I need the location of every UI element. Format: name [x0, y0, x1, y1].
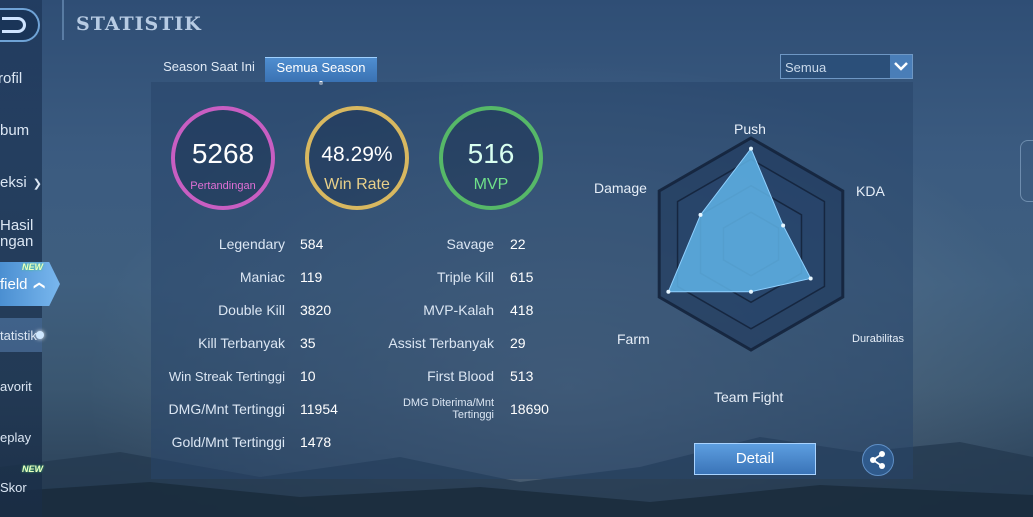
sidebar-item-koleksi[interactable]: eksi ❯ — [0, 174, 42, 191]
mvp-circle: 516 MVP — [439, 106, 543, 210]
mvp-value: 516 — [467, 138, 515, 169]
stat-value: 615 — [510, 269, 534, 285]
side-panel-handle[interactable] — [1020, 140, 1033, 202]
win-rate-circle: 48.29% Win Rate — [305, 106, 409, 210]
sidebar-item-hasil-1[interactable]: Hasil — [0, 217, 34, 234]
radar-label-push: Push — [734, 121, 766, 137]
sidebar-subitem-favorit[interactable]: avorit — [0, 379, 32, 394]
radar-label-durabilitas: Durabilitas — [852, 333, 904, 345]
stat-value: 11954 — [300, 401, 338, 417]
stat-value: 35 — [300, 335, 316, 351]
radar-label-team-fight: Team Fight — [714, 389, 784, 405]
stat-value: 29 — [510, 335, 526, 351]
selected-indicator — [36, 331, 44, 339]
stat-label: Assist Terbanyak — [388, 335, 494, 351]
share-icon — [870, 451, 885, 469]
radar-point — [666, 289, 671, 294]
stat-label: MVP-Kalah — [423, 302, 494, 318]
stat-value: 513 — [510, 368, 534, 384]
sidebar — [0, 0, 42, 517]
stat-value: 1478 — [300, 434, 332, 450]
stat-label: Kill Terbanyak — [198, 335, 285, 351]
stat-value: 22 — [510, 236, 526, 252]
sidebar-subitem-skor[interactable]: Skor — [0, 480, 27, 495]
performance-radar-chart — [657, 136, 845, 352]
back-icon — [2, 17, 26, 33]
stat-value: 584 — [300, 236, 324, 252]
sidebar-item-album[interactable]: bum — [0, 122, 30, 139]
radar-label-farm: Farm — [617, 331, 650, 347]
radar-point — [698, 212, 703, 217]
sidebar-item-battlefield[interactable]: field ❯ — [0, 276, 45, 293]
stat-label: DMG/Mnt Tertinggi — [168, 401, 285, 417]
radar-points — [666, 146, 813, 294]
season-filter-dropdown[interactable]: Semua — [780, 54, 913, 79]
sidebar-subitem-replay[interactable]: eplay — [0, 430, 32, 445]
stat-label: Triple Kill — [436, 269, 494, 285]
sidebar-item-hasil-2: ngan — [0, 233, 34, 250]
stat-label: Maniac — [239, 269, 285, 285]
stat-value: 418 — [510, 302, 534, 318]
new-badge: NEW — [22, 262, 43, 272]
stat-label: First Blood — [427, 368, 494, 384]
radar-point — [781, 223, 786, 228]
stat-value: 119 — [300, 269, 323, 285]
dropdown-value: Semua — [785, 60, 827, 75]
sidebar-subitem-selected-bg — [0, 318, 42, 352]
stat-value: 3820 — [300, 302, 332, 318]
tab-season-saat-ini[interactable]: Season Saat Ini — [163, 59, 255, 74]
mvp-label: MVP — [473, 176, 509, 193]
detail-button[interactable]: Detail — [694, 443, 816, 475]
sidebar-item-active-bg — [0, 262, 60, 306]
win-rate-label: Win Rate — [324, 176, 390, 193]
stat-label: Double Kill — [218, 302, 285, 318]
title-divider — [62, 0, 64, 40]
new-badge: NEW — [22, 464, 43, 474]
share-button[interactable] — [862, 444, 894, 476]
matches-value: 5268 — [191, 138, 255, 169]
stat-label: Gold/Mnt Tertinggi — [171, 434, 285, 450]
radar-point — [808, 276, 813, 281]
win-rate-value: 48.29% — [321, 143, 393, 166]
radar-label-damage: Damage — [594, 180, 647, 196]
tab-semua-season[interactable]: Semua Season — [265, 57, 377, 85]
chevron-up-icon: ❯ — [32, 280, 45, 291]
sidebar-item-label: eksi — [0, 174, 27, 191]
stat-value: 10 — [300, 368, 316, 384]
sidebar-item-label: field — [0, 276, 28, 293]
chevron-down-icon: ❯ — [32, 178, 42, 190]
tab-label: Semua Season — [276, 60, 366, 75]
page-title: STATISTIK — [76, 13, 202, 35]
radar-point — [749, 146, 753, 151]
sidebar-item-profil[interactable]: rofil — [0, 70, 23, 87]
stat-label: Savage — [446, 236, 494, 252]
stat-label: Win Streak Tertinggi — [168, 369, 285, 384]
radar-point — [749, 289, 753, 294]
sidebar-subitem-statistik[interactable]: tatistik — [0, 328, 37, 343]
back-button[interactable] — [0, 8, 40, 42]
stat-label: Legendary — [218, 236, 285, 252]
matches-circle: 5268 Pertandingan — [171, 106, 275, 210]
stat-value: 18690 — [510, 401, 549, 417]
matches-label: Pertandingan — [190, 180, 256, 192]
stat-label: DMG Diterima/Mnt Tertinggi — [402, 397, 494, 421]
radar-label-kda: KDA — [856, 183, 885, 199]
chevron-down-icon — [890, 55, 912, 78]
